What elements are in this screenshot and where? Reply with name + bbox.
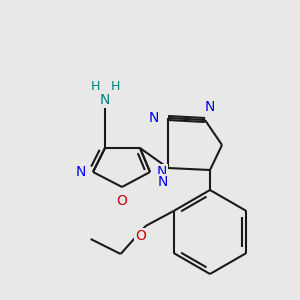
- Text: O: O: [135, 229, 146, 243]
- Text: H: H: [110, 80, 120, 94]
- Text: N: N: [149, 111, 159, 125]
- Text: N: N: [205, 100, 215, 114]
- Text: N: N: [76, 165, 86, 179]
- Text: O: O: [117, 194, 128, 208]
- Text: N: N: [158, 175, 168, 189]
- Text: H: H: [90, 80, 100, 94]
- Text: N: N: [100, 93, 110, 107]
- Text: N: N: [157, 165, 167, 179]
